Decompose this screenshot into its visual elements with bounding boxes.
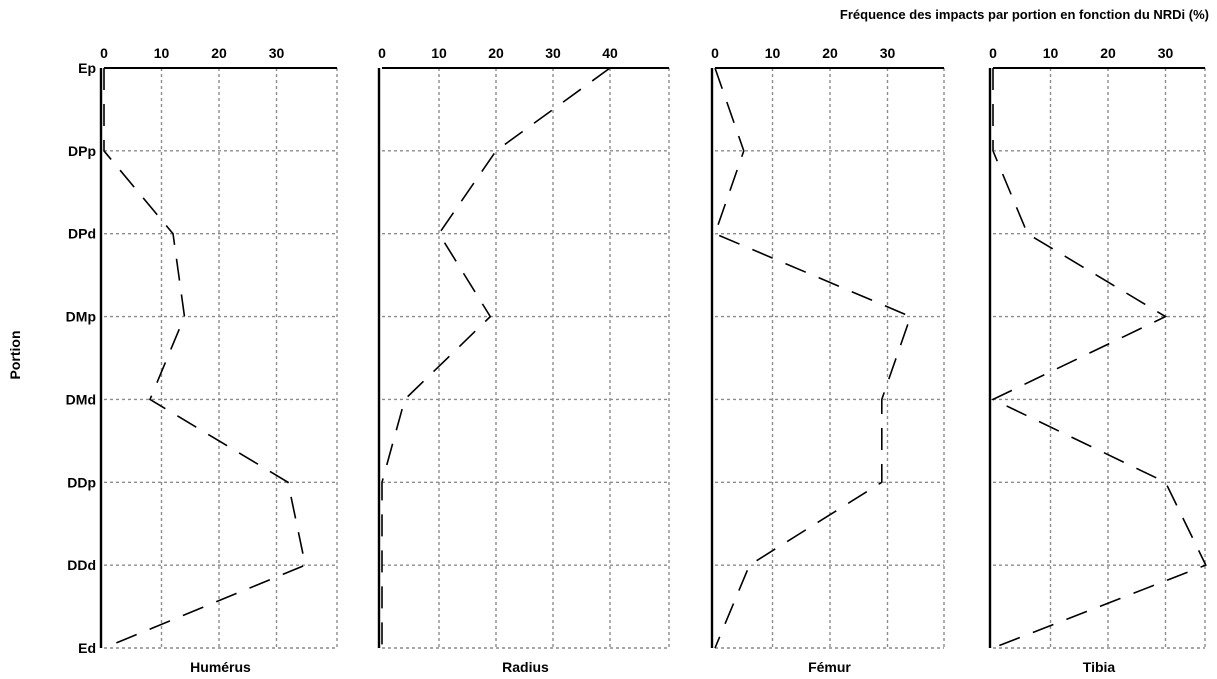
panel: 0 10 20 30 40 Radius xyxy=(377,45,670,675)
x-tick-label: 30 xyxy=(269,45,285,61)
panels: 0 10 20 30 Humérus 0 10 20 30 40 Radius 0 10 20 30 Fému… xyxy=(99,45,1207,675)
data-point xyxy=(910,316,911,317)
x-tick-label: 40 xyxy=(602,45,618,61)
panel-title: Fémur xyxy=(808,659,851,675)
y-tick-label: Ep xyxy=(78,60,96,76)
x-tick-label: 30 xyxy=(1158,45,1174,61)
x-tick-label: 0 xyxy=(989,45,997,61)
y-tick-label: DPd xyxy=(68,226,96,242)
x-tick-label: 10 xyxy=(431,45,447,61)
series-line xyxy=(713,67,912,649)
x-tick-label: 10 xyxy=(765,45,781,61)
x-tick-label: 10 xyxy=(1043,45,1059,61)
panel: 0 10 20 30 Humérus xyxy=(99,45,338,675)
series-line xyxy=(103,68,307,649)
y-tick-label: DDd xyxy=(67,557,96,573)
y-tick-label: Ed xyxy=(78,640,96,656)
x-tick-label: 20 xyxy=(488,45,504,61)
panel: 0 10 20 30 Fémur xyxy=(710,45,945,675)
data-point xyxy=(1027,233,1028,234)
y-tick-label: DDp xyxy=(67,474,96,490)
series-line xyxy=(381,67,611,648)
y-tick-label: DMp xyxy=(66,309,96,325)
panel-title: Tibia xyxy=(1083,659,1116,675)
data-point xyxy=(404,399,405,400)
data-point xyxy=(749,565,750,566)
x-tick-label: 20 xyxy=(822,45,838,61)
y-axis-label: Portion xyxy=(7,331,23,380)
x-tick-label: 30 xyxy=(545,45,561,61)
x-tick-label: 0 xyxy=(711,45,719,61)
x-tick-label: 10 xyxy=(154,45,170,61)
x-tick-label: 0 xyxy=(378,45,386,61)
x-tick-label: 20 xyxy=(211,45,227,61)
panel-title: Humérus xyxy=(190,659,251,675)
series-line xyxy=(991,68,1207,649)
panel-title: Radius xyxy=(502,659,549,675)
x-tick-label: 0 xyxy=(100,45,108,61)
y-tick-label: DPp xyxy=(68,143,96,159)
y-axis-tick-labels: Ep DPp DPd DMp DMd DDp DDd Ed xyxy=(66,60,96,656)
x-tick-label: 30 xyxy=(880,45,896,61)
panel: 0 10 20 30 Tibia xyxy=(988,45,1207,675)
x-tick-label: 20 xyxy=(1100,45,1116,61)
chart-title: Fréquence des impacts par portion en fon… xyxy=(840,7,1209,22)
y-tick-label: DMd xyxy=(66,391,96,407)
